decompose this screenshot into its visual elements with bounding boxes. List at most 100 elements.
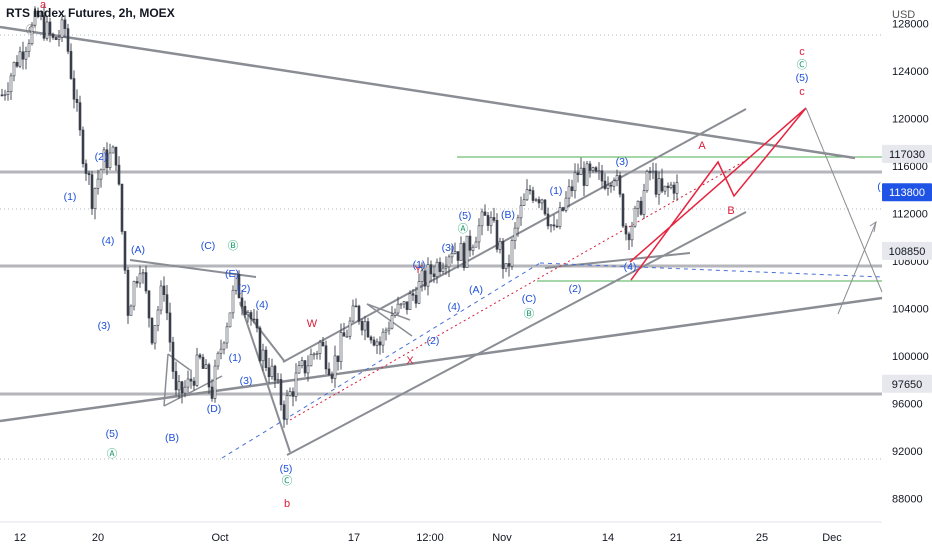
x-tick-label: Nov [492, 532, 512, 544]
candle-body [69, 51, 73, 79]
candle-body [543, 199, 547, 215]
candle-body [408, 293, 412, 310]
candle-body [447, 256, 451, 268]
candle-body [63, 19, 67, 29]
candle-body [93, 188, 97, 209]
candle-body [537, 199, 541, 204]
y-tick-label: 104000 [892, 303, 929, 315]
candle-body [318, 341, 322, 354]
candle-body [270, 365, 274, 377]
wave-label: (A) [469, 284, 483, 296]
x-tick-label: 12 [14, 532, 26, 544]
wave-label: (B) [501, 209, 515, 221]
blue-dashed-line [539, 262, 883, 278]
candle-body [240, 297, 244, 307]
candle-body [201, 356, 205, 369]
candle-body [450, 253, 454, 258]
y-tick-label: 124000 [892, 66, 929, 78]
wave-label: A [698, 140, 706, 152]
wave-label: a [40, 0, 47, 11]
candle-body [54, 37, 58, 40]
candle-body [480, 211, 484, 227]
wave-label: (3) [240, 375, 253, 387]
candle-body [267, 367, 271, 377]
candle-body [555, 225, 559, 228]
candle-body [609, 184, 613, 187]
candle-body [252, 318, 256, 321]
candle-body [198, 354, 202, 358]
price-tag-label: 113800 [889, 187, 925, 199]
candle-body [231, 289, 235, 314]
candle-body [591, 167, 595, 171]
candle-body [387, 327, 391, 331]
candle-body [159, 285, 163, 311]
price-tag-bg [882, 183, 932, 202]
candle-body [6, 91, 10, 95]
candle-body [618, 175, 622, 195]
wave-label: (5) [796, 72, 809, 84]
candle-body [27, 43, 31, 52]
candle-body [531, 190, 535, 201]
trend-line [239, 301, 291, 453]
wave-label: (4) [624, 261, 637, 273]
candle-body [336, 355, 340, 362]
candle-body [582, 167, 586, 186]
candle-body [72, 78, 76, 100]
candle-body [564, 197, 568, 211]
candle-body [489, 217, 493, 226]
candle-body [585, 163, 589, 186]
price-tag-bg [882, 241, 932, 260]
candle-body [597, 170, 601, 173]
candle-body [393, 312, 397, 316]
wave-label: Ⓒ [797, 59, 808, 71]
y-tick-label: 88000 [892, 493, 923, 505]
candle-body [309, 354, 313, 367]
candle-body [273, 365, 277, 381]
candle-body [369, 336, 373, 341]
candle-body [573, 172, 577, 191]
candle-body [150, 317, 154, 344]
candle-body [180, 381, 184, 394]
candle-body [549, 224, 553, 227]
price-tag-label: 108850 [889, 246, 926, 258]
x-tick-label: Oct [211, 532, 228, 544]
candle-body [636, 200, 640, 209]
candle-body [246, 312, 250, 316]
red-dotted-trend [289, 157, 751, 421]
candle-body [420, 270, 424, 282]
x-tick-label: 20 [92, 532, 104, 544]
candle-body [42, 15, 46, 39]
candle-body [498, 241, 502, 250]
candle-body [612, 180, 616, 187]
candle-body [108, 152, 112, 168]
candle-body [360, 321, 364, 331]
y-tick-label: 128000 [892, 19, 929, 31]
candle-body [630, 225, 634, 241]
candle-body [558, 207, 562, 227]
wave-label: (4) [256, 299, 269, 311]
candle-body [228, 312, 232, 328]
wave-label: (5) [280, 463, 293, 475]
candle-body [45, 21, 49, 39]
candle-body [99, 169, 103, 180]
wave-label: (4) [448, 301, 461, 313]
candle-body [195, 354, 199, 386]
candle-body [21, 51, 25, 60]
chart-title: RTS Index Futures, 2h, MOEX [6, 6, 175, 20]
wave-label: (3) [442, 242, 455, 254]
candle-body [342, 332, 346, 337]
candle-body [204, 364, 208, 369]
wave-label: (2) [95, 151, 108, 163]
trend-line [286, 211, 747, 456]
candle-body [513, 227, 517, 241]
candle-body [243, 306, 247, 316]
candle-body [168, 312, 172, 343]
candle-body [534, 199, 538, 201]
candle-body [381, 331, 385, 346]
y-tick-label: 100000 [892, 351, 929, 363]
candle-body [363, 321, 367, 331]
trend-line [163, 353, 169, 407]
wave-label: (3) [98, 320, 111, 332]
candle-body [78, 102, 82, 131]
candle-body [570, 186, 574, 191]
